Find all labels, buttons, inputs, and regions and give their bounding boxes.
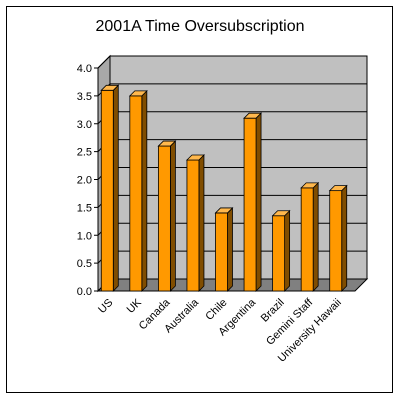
y-tick-label: 3.5 [77,91,92,103]
bar-top [300,182,320,189]
bar [129,95,143,292]
bar [272,215,286,292]
bar-top [328,185,348,192]
y-tick-label: 1.0 [77,230,92,242]
bar-top [243,112,263,119]
bar-side [198,154,205,292]
bar-side [141,89,148,292]
bar-side [169,140,176,292]
bar-side [255,112,262,292]
bar [215,212,228,292]
y-tick-label: 0.5 [77,258,92,270]
bar-side [341,184,348,292]
y-tick-label: 1.5 [77,202,92,214]
bar-side [312,181,319,292]
y-tick-label: 3.0 [77,119,92,131]
bar-top [214,207,234,214]
bar-side [284,209,291,292]
x-tick-label: US [96,297,115,316]
bar [329,190,343,292]
bar-side [112,84,119,292]
bar [243,117,257,292]
y-tick-label: 2.5 [77,147,92,159]
bar-top [100,84,120,91]
bar [300,187,314,292]
gridline-side [97,55,111,69]
x-tick-label: UK [125,296,145,316]
chart-title: 2001A Time Oversubscription [95,18,305,35]
bar [186,159,200,292]
bar-top [185,154,205,161]
bar-top [128,90,148,97]
y-tick-label: 2.0 [77,175,92,187]
y-tick-label: 4.0 [77,63,92,75]
bar-top [271,210,291,217]
bar-top [157,140,177,147]
bar [100,89,114,292]
bar [157,145,171,292]
bar-side [227,206,233,292]
x-tick-label: Chile [203,297,229,323]
y-tick-label: 0.0 [77,286,92,298]
